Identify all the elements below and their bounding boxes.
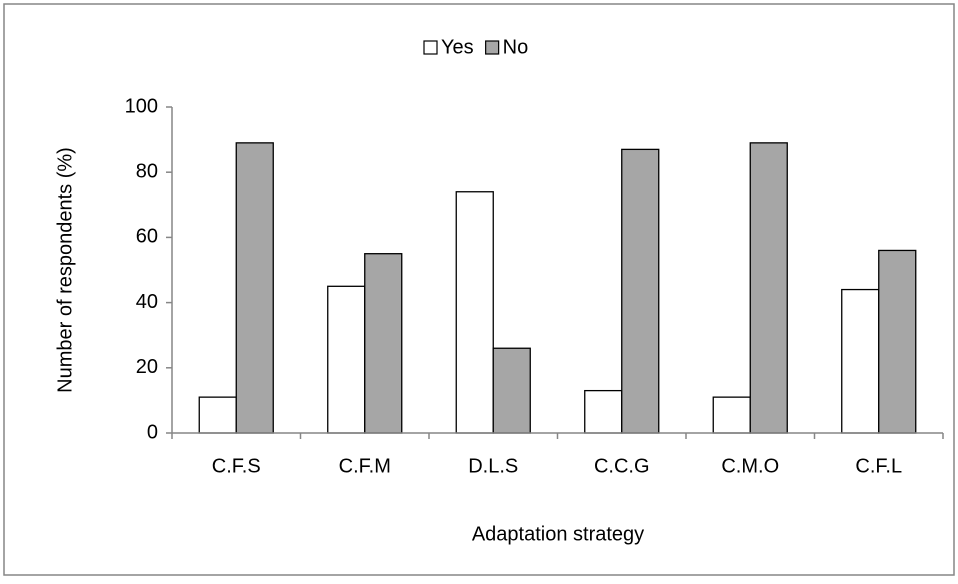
bar: [235, 142, 274, 434]
y-tick-label: 0: [147, 421, 158, 443]
legend-label: Yes: [441, 36, 474, 58]
y-tick-label: 60: [136, 226, 158, 248]
bar: [712, 396, 751, 434]
bar: [198, 396, 237, 434]
bar: [584, 389, 623, 434]
y-tick-label: 80: [136, 160, 158, 182]
legend-swatch: [423, 40, 438, 55]
x-tick-label: C.F.L: [855, 455, 902, 477]
x-axis-title: Adaptation strategy: [472, 523, 644, 545]
x-tick-label: C.M.O: [721, 455, 779, 477]
y-tick-label: 40: [136, 291, 158, 313]
bar: [749, 142, 788, 434]
bar: [455, 191, 494, 434]
bar: [492, 347, 531, 434]
bar: [327, 285, 366, 434]
bar: [621, 148, 660, 434]
y-axis-title: Number of respondents (%): [54, 147, 76, 393]
x-tick-label: D.L.S: [468, 455, 518, 477]
x-tick-label: C.F.S: [212, 455, 261, 477]
y-tick-label: 100: [125, 95, 158, 117]
legend-label: No: [503, 36, 529, 58]
y-tick-label: 20: [136, 356, 158, 378]
legend-swatch: [485, 40, 500, 55]
x-tick-label: C.F.M: [339, 455, 391, 477]
bar: [878, 249, 917, 434]
x-tick-label: C.C.G: [594, 455, 650, 477]
bar: [364, 253, 403, 434]
bar: [841, 288, 880, 434]
